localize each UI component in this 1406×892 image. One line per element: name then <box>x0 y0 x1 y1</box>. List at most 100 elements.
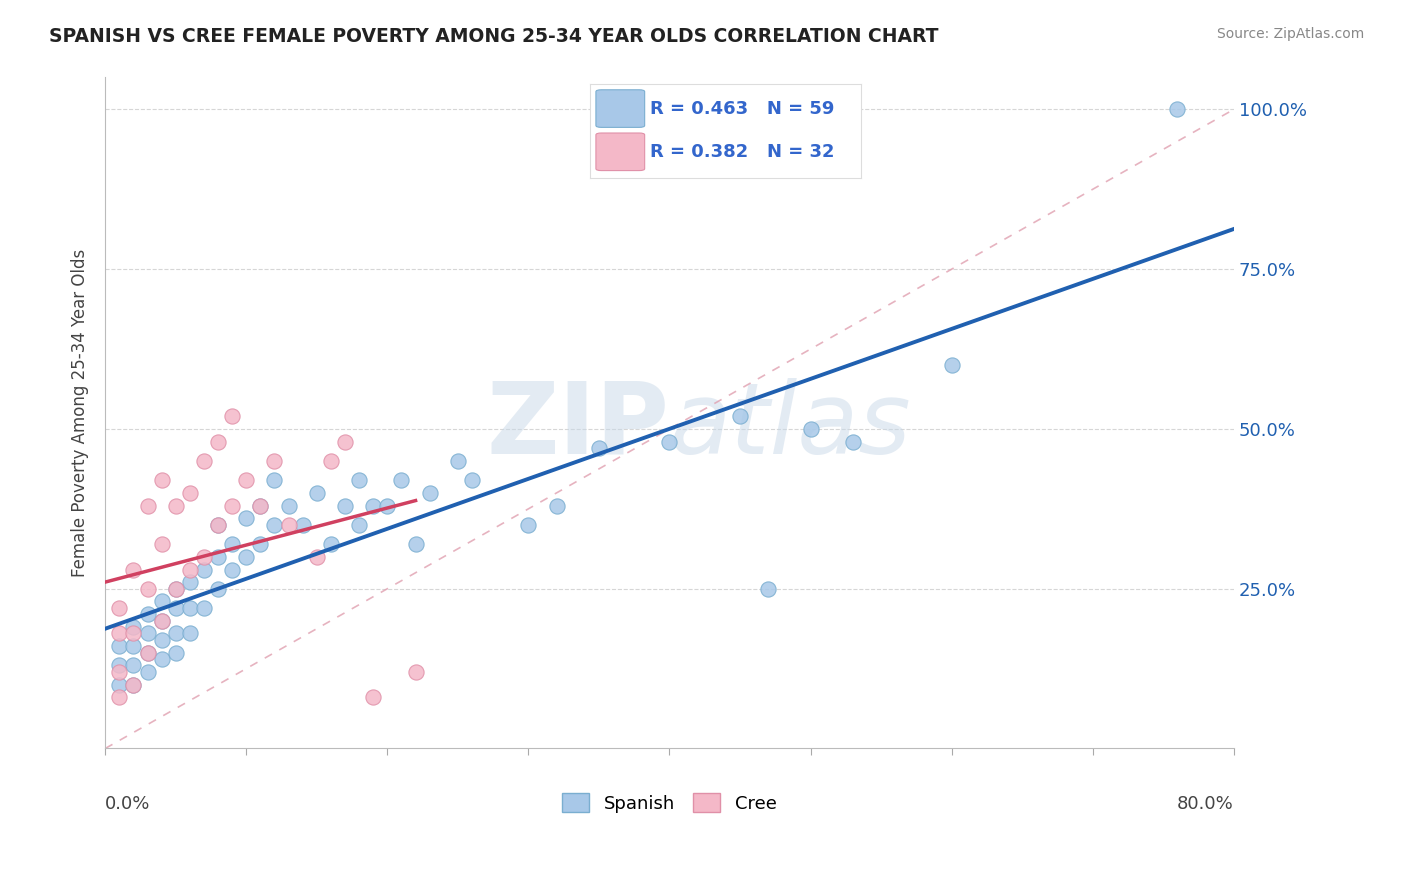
Point <box>305 549 328 564</box>
Point <box>122 626 145 640</box>
Point <box>179 626 201 640</box>
Point <box>842 434 865 449</box>
Y-axis label: Female Poverty Among 25-34 Year Olds: Female Poverty Among 25-34 Year Olds <box>72 249 89 577</box>
Point <box>108 665 131 679</box>
Point <box>122 658 145 673</box>
Point <box>122 562 145 576</box>
Point <box>221 409 243 424</box>
Point <box>361 690 384 705</box>
Point <box>1166 103 1188 117</box>
Point <box>249 499 271 513</box>
Point <box>347 473 370 487</box>
Point <box>235 549 257 564</box>
Text: Source: ZipAtlas.com: Source: ZipAtlas.com <box>1216 27 1364 41</box>
Point <box>419 486 441 500</box>
Point <box>179 562 201 576</box>
Point <box>165 582 187 596</box>
Point <box>136 499 159 513</box>
Point <box>333 434 356 449</box>
Point <box>136 607 159 622</box>
Point <box>108 626 131 640</box>
Point <box>263 517 285 532</box>
Point <box>193 562 215 576</box>
Text: ZIP: ZIP <box>486 378 669 475</box>
Point <box>347 517 370 532</box>
Point <box>122 639 145 653</box>
Point <box>150 652 173 666</box>
Point <box>377 499 399 513</box>
Point <box>150 614 173 628</box>
Point <box>136 582 159 596</box>
Point <box>728 409 751 424</box>
Point <box>800 422 823 436</box>
Point <box>150 614 173 628</box>
Point <box>179 600 201 615</box>
Point <box>756 582 779 596</box>
Point <box>361 499 384 513</box>
Point <box>193 454 215 468</box>
Text: 0.0%: 0.0% <box>105 796 150 814</box>
Point <box>122 677 145 691</box>
Point <box>108 639 131 653</box>
Point <box>291 517 314 532</box>
Point <box>405 665 427 679</box>
Point <box>193 600 215 615</box>
Point <box>108 658 131 673</box>
Point <box>108 690 131 705</box>
Point <box>221 537 243 551</box>
Point <box>165 499 187 513</box>
Text: SPANISH VS CREE FEMALE POVERTY AMONG 25-34 YEAR OLDS CORRELATION CHART: SPANISH VS CREE FEMALE POVERTY AMONG 25-… <box>49 27 939 45</box>
Point <box>122 677 145 691</box>
Point <box>461 473 484 487</box>
Point <box>221 562 243 576</box>
Point <box>165 582 187 596</box>
Point <box>207 582 229 596</box>
Point <box>136 646 159 660</box>
Point <box>108 677 131 691</box>
Point <box>207 549 229 564</box>
Point <box>277 517 299 532</box>
Point <box>108 600 131 615</box>
Point <box>136 626 159 640</box>
Point <box>165 600 187 615</box>
Text: atlas: atlas <box>669 378 911 475</box>
Point <box>263 454 285 468</box>
Point <box>941 358 963 372</box>
Point <box>193 549 215 564</box>
Text: R = 0.463   N = 59: R = 0.463 N = 59 <box>650 100 834 118</box>
FancyBboxPatch shape <box>596 133 645 170</box>
Point <box>122 620 145 634</box>
Point <box>319 537 342 551</box>
Point <box>221 499 243 513</box>
Point <box>235 473 257 487</box>
Point <box>179 575 201 590</box>
Point <box>165 626 187 640</box>
Point <box>588 441 610 455</box>
Point <box>235 511 257 525</box>
Point <box>207 517 229 532</box>
Point <box>150 594 173 608</box>
Point <box>179 486 201 500</box>
Point <box>391 473 413 487</box>
Point <box>333 499 356 513</box>
Point <box>249 499 271 513</box>
Point <box>150 473 173 487</box>
Point <box>517 517 540 532</box>
Text: 80.0%: 80.0% <box>1177 796 1234 814</box>
Point <box>658 434 681 449</box>
Point <box>249 537 271 551</box>
Point <box>546 499 568 513</box>
Point <box>263 473 285 487</box>
Point <box>277 499 299 513</box>
Point <box>207 517 229 532</box>
Point <box>136 646 159 660</box>
Point <box>207 434 229 449</box>
Point <box>319 454 342 468</box>
Point <box>150 632 173 647</box>
Point <box>405 537 427 551</box>
Text: R = 0.382   N = 32: R = 0.382 N = 32 <box>650 143 835 161</box>
Legend: Spanish, Cree: Spanish, Cree <box>555 786 783 820</box>
Point <box>165 646 187 660</box>
Point <box>150 537 173 551</box>
FancyBboxPatch shape <box>596 90 645 128</box>
